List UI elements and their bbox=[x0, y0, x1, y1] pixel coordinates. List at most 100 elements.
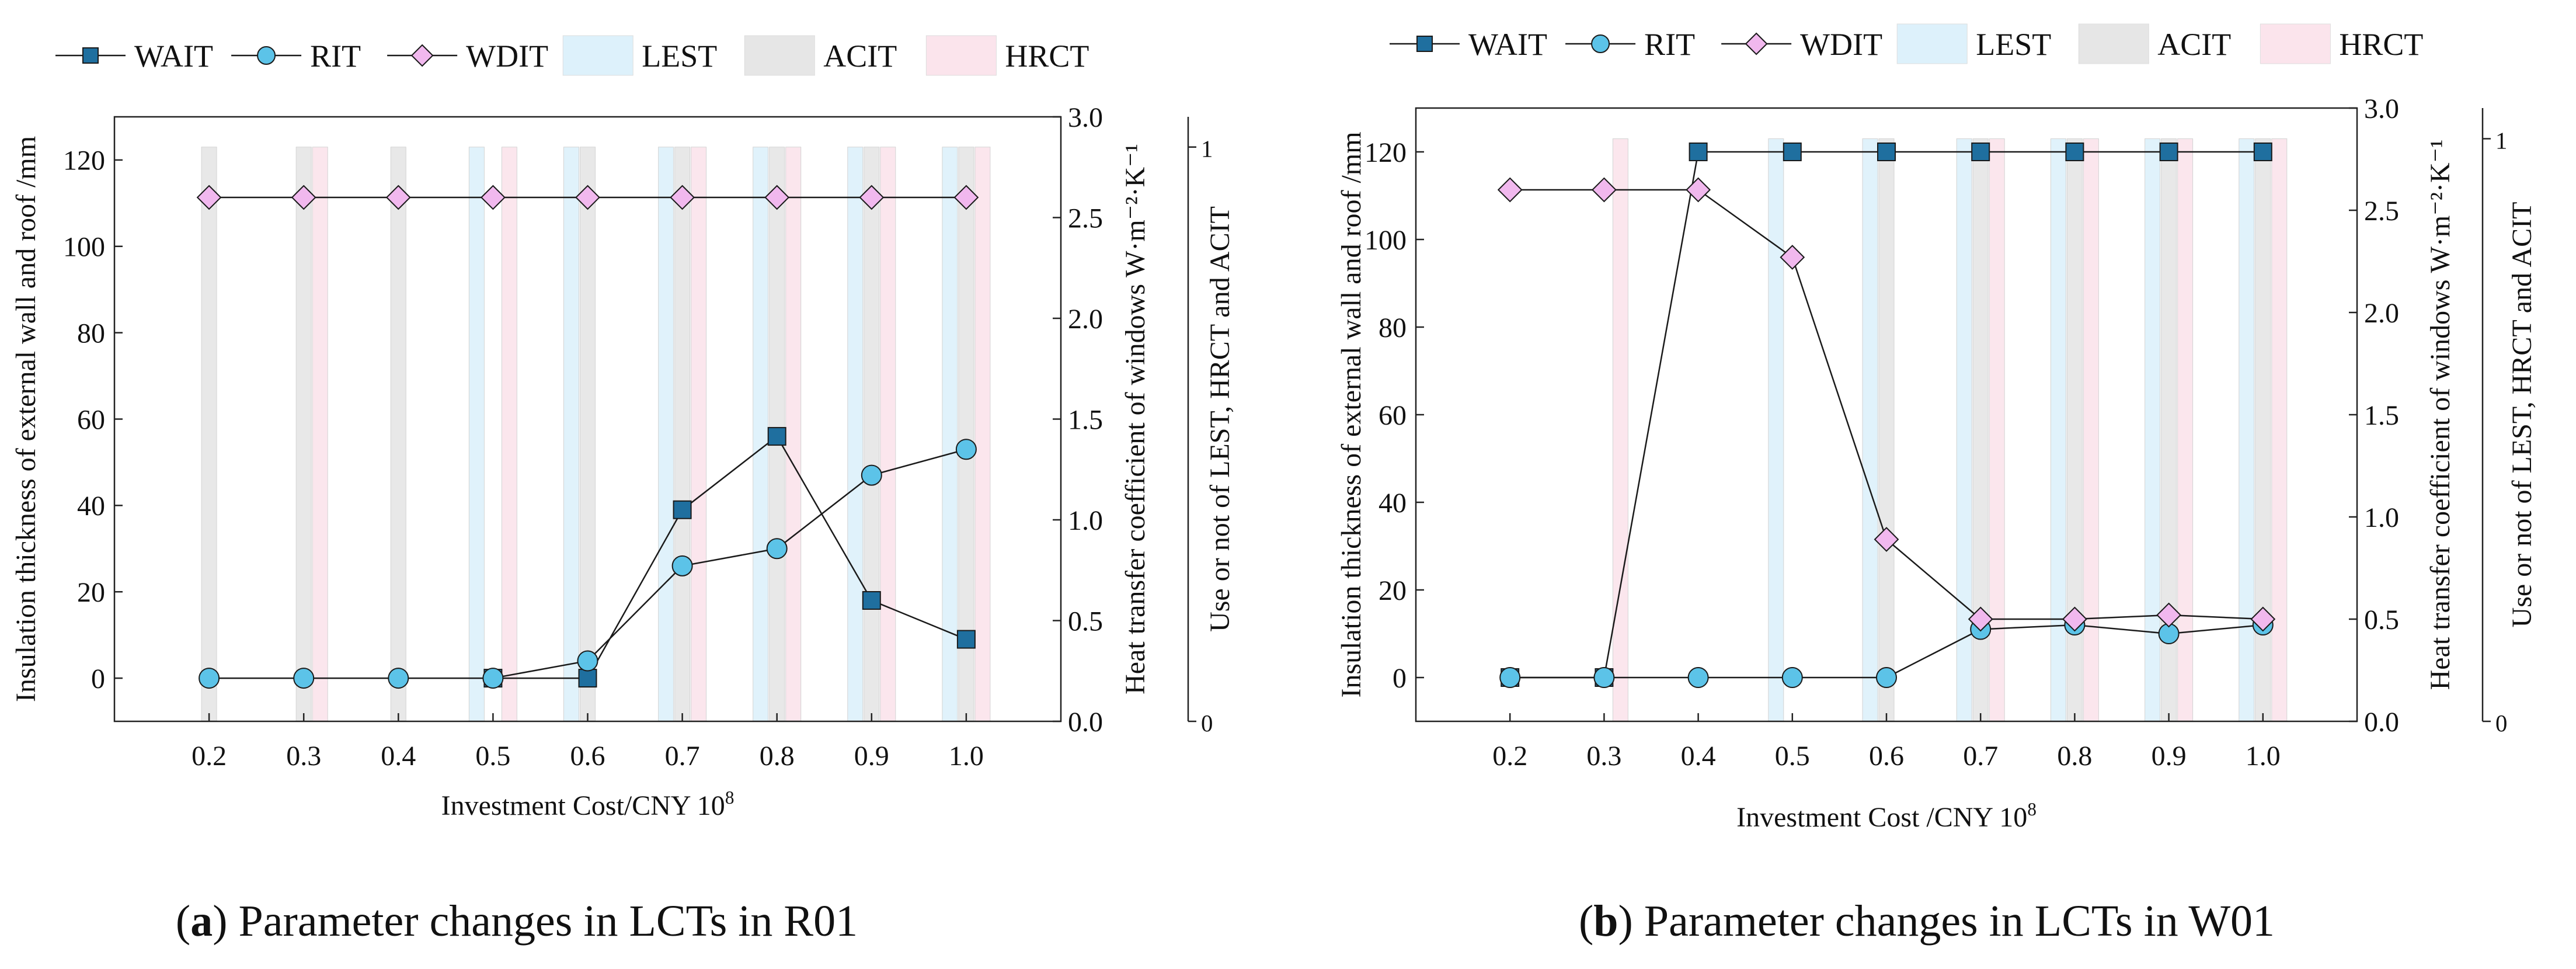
panel-a-hrct-bar bbox=[501, 147, 517, 722]
panel-a-acit-bar bbox=[674, 147, 691, 722]
panel-a-y-left-label: Insulation thickness of external wall an… bbox=[11, 136, 41, 702]
panel-b-wait-point bbox=[1971, 143, 1990, 161]
panel-a-y-right1-label: Heat transfer coefficient of windows W·m… bbox=[1120, 144, 1151, 694]
panel-b-wdit-point bbox=[1497, 177, 1523, 203]
panel-a-x-tick-label: 0.5 bbox=[475, 741, 510, 772]
panel-b-legend-wait-swatch-marker bbox=[1416, 36, 1433, 52]
panel-a-hrct-bar bbox=[880, 147, 896, 722]
panel-a-legend-hrct-swatch bbox=[925, 35, 997, 76]
panel-a-legend-acit-swatch bbox=[744, 35, 815, 76]
panel-b-rit-point bbox=[1499, 667, 1521, 688]
panel-a-y-right1-tick-label: 2.0 bbox=[1068, 304, 1103, 335]
panel-b-y-right1-tick-label: 3.0 bbox=[2364, 93, 2399, 124]
panel-b-x-tick-label: 0.2 bbox=[1492, 741, 1527, 772]
panel-a-hrct-bar bbox=[691, 147, 707, 722]
panel-b-x-axis-label-sup: 8 bbox=[2027, 799, 2037, 819]
panel-b-x-tick-label: 0.9 bbox=[2152, 741, 2187, 772]
panel-b-x-tick-label: 0.8 bbox=[2057, 741, 2092, 772]
panel-b-hrct-bar bbox=[2177, 138, 2194, 722]
panel-b-legend-wdit-swatch-marker bbox=[1745, 32, 1768, 55]
panel-a-legend-rit-label: RIT bbox=[310, 39, 361, 74]
panel-a: 0 20 40 60 80 100 120 0.0 0.5 1.0 1.5 2.0 2.5 3.0 0 1 0.… bbox=[11, 35, 1235, 821]
panel-b-hrct-bar bbox=[1612, 138, 1628, 722]
panel-a-y-left-tick-label: 100 bbox=[63, 232, 105, 263]
panel-a-rit-point bbox=[293, 668, 315, 689]
panel-b-y-right2-label: Use or not of LEST, HRCT and ACIT bbox=[2507, 202, 2537, 628]
panel-b-hrct-bar bbox=[1989, 138, 2005, 722]
panel-a-y-left-tick-label: 120 bbox=[63, 145, 105, 176]
panel-b-wait-point bbox=[1877, 143, 1896, 161]
panel-b-y-left-tick-label: 120 bbox=[1364, 137, 1407, 168]
panel-b-x-tick-label: 1.0 bbox=[2246, 741, 2281, 772]
panel-a-rit-point bbox=[671, 555, 693, 576]
panel-b-y-left-tick-label: 80 bbox=[1378, 312, 1407, 343]
caption-b: (b) Parameter changes in LCTs in W01 bbox=[1579, 897, 2275, 946]
panel-a-lest-bar bbox=[468, 147, 485, 722]
panel-a-y-left-tick-label: 40 bbox=[77, 491, 105, 522]
panel-a-lest-bar bbox=[658, 147, 674, 722]
panel-a-wait-point bbox=[767, 427, 786, 446]
panel-b-wdit-point bbox=[2250, 606, 2276, 632]
panel-a-y-right1-tick-label: 1.0 bbox=[1068, 505, 1103, 536]
panel-a-wait-point bbox=[673, 500, 692, 519]
panel-b-legend-wait-label: WAIT bbox=[1468, 27, 1547, 62]
panel-a-x-tick-label: 0.9 bbox=[854, 741, 889, 772]
panel-a-y-right2-label: Use or not of LEST, HRCT and ACIT bbox=[1205, 206, 1235, 632]
panel-b-rit-point bbox=[1781, 667, 1803, 688]
panel-a-y-right1-tick-label: 0.5 bbox=[1068, 606, 1103, 637]
panel-a-y-right1-tick-label: 3.0 bbox=[1068, 102, 1103, 133]
panel-a-y-right2-tick-label: 0 bbox=[1201, 710, 1213, 737]
panel-a-y-right1-tick-label: 0.0 bbox=[1068, 707, 1103, 738]
panel-a-hrct-bar bbox=[974, 147, 991, 722]
panel-b-y-left-tick-label: 60 bbox=[1378, 400, 1407, 431]
panel-b-y-right2-tick-label: 1 bbox=[2495, 127, 2507, 154]
panel-b-wait-point bbox=[2065, 143, 2084, 161]
panel-a-hrct-bar bbox=[785, 147, 802, 722]
panel-a-y-left-tick-label: 0 bbox=[91, 664, 105, 694]
panel-b-legend-lest-label: LEST bbox=[1976, 27, 2051, 62]
panel-b-lest-bar bbox=[1956, 138, 1972, 722]
panel-a-wdit-point bbox=[859, 185, 885, 210]
panel-b-y-left-tick-label: 100 bbox=[1364, 225, 1407, 256]
panel-b-hrct-bar bbox=[2083, 138, 2099, 722]
panel-b-lest-bar bbox=[2050, 138, 2066, 722]
panel-a-rit-point bbox=[766, 538, 788, 560]
panel-a-wait-line bbox=[493, 435, 967, 679]
panel-b-wait-point bbox=[2159, 143, 2178, 161]
panel-b-x-tick-label: 0.4 bbox=[1681, 741, 1716, 772]
panel-b-legend-acit-swatch bbox=[2078, 23, 2149, 64]
panel-b-y-left-tick-label: 0 bbox=[1393, 663, 1407, 694]
panel-a-legend-wait-swatch-marker bbox=[82, 47, 99, 64]
panel-a-wdit-point bbox=[480, 185, 506, 210]
panel-a-lest-bar bbox=[847, 147, 864, 722]
panel-b-wait-point bbox=[1783, 143, 1802, 161]
panel-a-y-right2-tick-label: 1 bbox=[1201, 136, 1213, 162]
panel-a-legend-acit-label: ACIT bbox=[823, 39, 897, 74]
panel-a-x-tick-label: 0.2 bbox=[192, 741, 227, 772]
panel-b-legend-rit-label: RIT bbox=[1644, 27, 1695, 62]
panel-a-rit-point bbox=[577, 650, 598, 672]
panel-a-x-tick-label: 0.4 bbox=[381, 741, 416, 772]
panel-a-acit-bar bbox=[295, 147, 312, 722]
panel-a-rit-point bbox=[861, 464, 882, 486]
panel-a-legend-lest-swatch bbox=[562, 35, 633, 76]
panel-a-x-tick-label: 1.0 bbox=[949, 741, 984, 772]
panel-a-rit-point bbox=[482, 668, 504, 689]
panel-a-rit-point bbox=[388, 668, 409, 689]
panel-b-acit-bar bbox=[1878, 138, 1895, 722]
panel-b-y-right1-tick-label: 1.0 bbox=[2364, 502, 2399, 533]
panel-a-legend-wdit-label: WDIT bbox=[466, 39, 548, 74]
panel-b: 0 20 40 60 80 100 120 0.0 0.5 1.0 1.5 2.0 2.5 3.0 0 1 0.… bbox=[1336, 23, 2537, 833]
panel-b-y-right2-tick-label: 0 bbox=[2495, 710, 2507, 737]
panel-b-y-right1-tick-label: 2.5 bbox=[2364, 196, 2399, 227]
panel-b-x-tick-label: 0.3 bbox=[1586, 741, 1621, 772]
panel-b-y-right1-tick-label: 0.0 bbox=[2364, 707, 2399, 738]
panel-b-lest-bar bbox=[2239, 138, 2255, 722]
panel-b-y-left-tick-label: 20 bbox=[1378, 575, 1407, 606]
panel-b-wait-point bbox=[2253, 143, 2272, 161]
panel-a-rit-point bbox=[955, 439, 977, 460]
panel-b-wdit-point bbox=[2156, 602, 2182, 628]
panel-a-acit-bar bbox=[958, 147, 974, 722]
panel-a-wdit-point bbox=[670, 185, 695, 210]
